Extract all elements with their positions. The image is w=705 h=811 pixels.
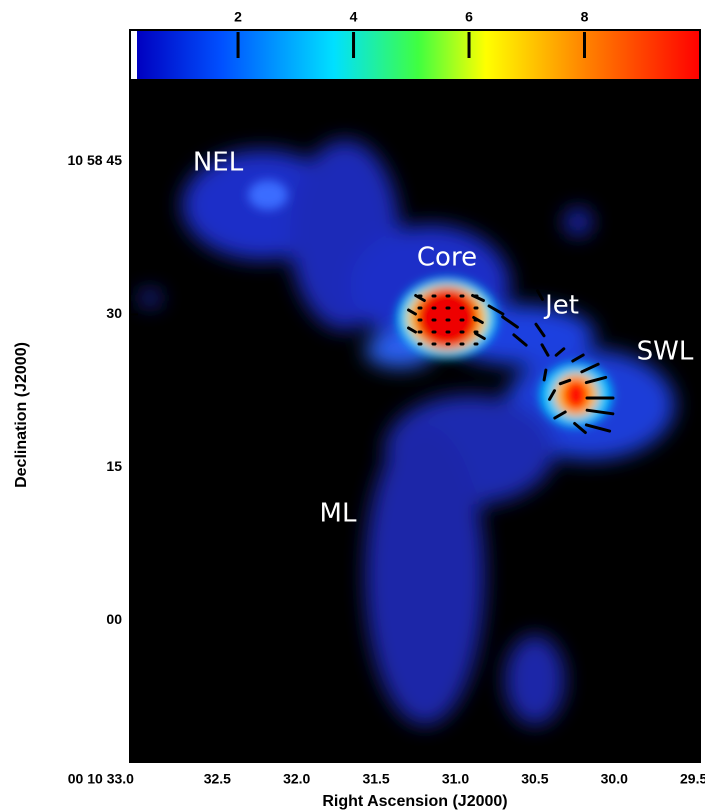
polarization-vector bbox=[544, 370, 546, 380]
y-tick-label: 15 bbox=[106, 458, 122, 474]
colorbar-tick-label: 2 bbox=[234, 9, 242, 25]
annotation: ML bbox=[320, 499, 357, 529]
x-tick-label: 30.5 bbox=[521, 771, 548, 787]
x-tick-label: 32.5 bbox=[204, 771, 231, 787]
annotation: SWL bbox=[637, 337, 694, 367]
y-tick-label: 30 bbox=[106, 305, 122, 321]
x-tick-label: 32.0 bbox=[283, 771, 310, 787]
annotation: Core bbox=[417, 243, 477, 273]
y-tick-label: 10 58 45 bbox=[68, 152, 123, 168]
x-tick-label: 31.5 bbox=[362, 771, 389, 787]
chart: Right Ascension (J2000) Declination (J20… bbox=[0, 0, 705, 811]
x-tick-label: 29.5 bbox=[680, 771, 705, 787]
x-tick-label: 00 10 33.0 bbox=[68, 771, 134, 787]
annotation: NEL bbox=[193, 148, 244, 178]
colorbar-tick-label: 4 bbox=[350, 9, 358, 25]
annotation: Jet bbox=[543, 291, 579, 321]
colorbar-tick-label: 6 bbox=[465, 9, 473, 25]
y-tick-label: 00 bbox=[106, 611, 122, 627]
colorbar-tick-label: 8 bbox=[581, 9, 589, 25]
y-axis-label: Declination (J2000) bbox=[13, 342, 30, 488]
x-tick-label: 31.0 bbox=[442, 771, 469, 787]
x-tick-label: 30.0 bbox=[601, 771, 628, 787]
colorbar bbox=[137, 30, 700, 80]
x-axis-label: Right Ascension (J2000) bbox=[322, 793, 507, 810]
